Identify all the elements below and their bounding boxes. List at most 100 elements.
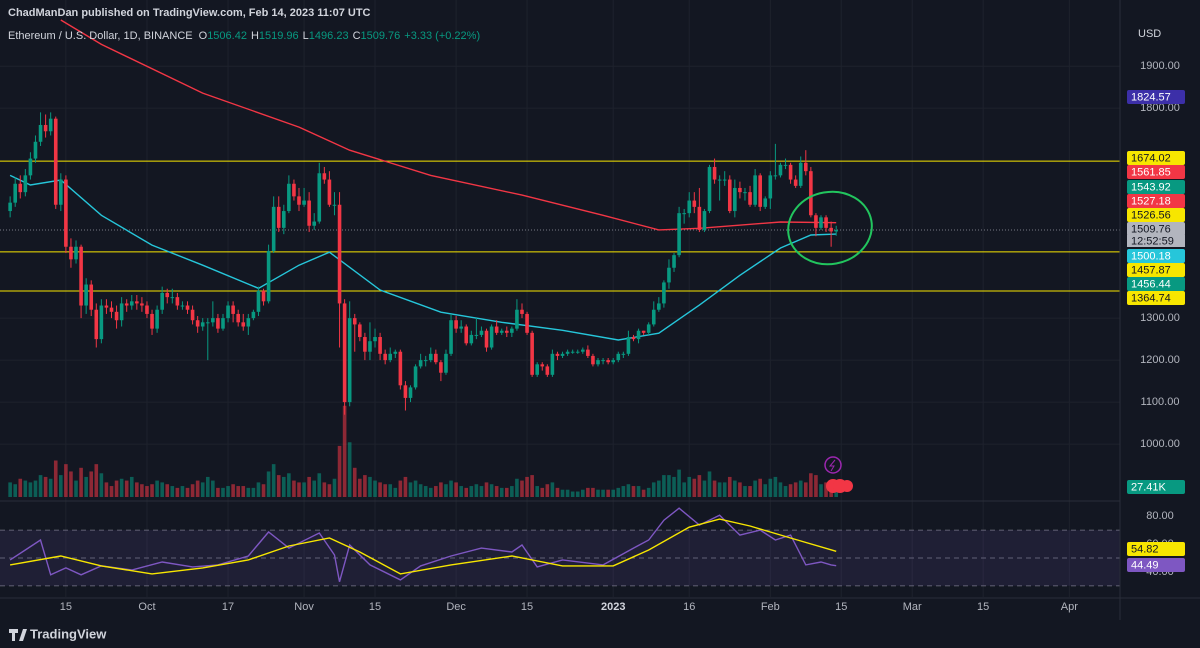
candle-body bbox=[373, 337, 377, 342]
candle-body bbox=[368, 341, 372, 352]
candle-body bbox=[23, 175, 28, 193]
volume-bar bbox=[150, 484, 154, 497]
candle-body bbox=[266, 250, 271, 302]
candle-body bbox=[733, 187, 737, 212]
candle-body bbox=[758, 175, 762, 207]
candle-body bbox=[251, 311, 256, 319]
candle-body bbox=[444, 353, 448, 373]
candle-body bbox=[241, 322, 246, 327]
candle-body bbox=[423, 360, 428, 362]
candle-body bbox=[383, 353, 387, 361]
candle-body bbox=[256, 290, 261, 312]
candle-body bbox=[504, 330, 509, 333]
volume-bar bbox=[504, 487, 509, 497]
candle-body bbox=[18, 183, 23, 193]
candle-body bbox=[160, 292, 164, 310]
candle-body bbox=[69, 246, 73, 260]
ohlc-value: 1509.76 bbox=[361, 30, 401, 42]
volume-bar bbox=[586, 487, 590, 497]
volume-bar bbox=[499, 487, 504, 497]
candle-body bbox=[195, 320, 200, 327]
volume-bar bbox=[550, 482, 555, 497]
volume-bar bbox=[322, 482, 327, 497]
x-tick-label: Mar bbox=[903, 601, 922, 613]
candle-body bbox=[702, 211, 707, 230]
candle-body bbox=[104, 305, 109, 308]
price-label-box bbox=[1127, 151, 1185, 165]
volume-bar bbox=[403, 476, 408, 497]
candle-body bbox=[190, 309, 195, 321]
volume-bar bbox=[185, 487, 190, 497]
candle-body bbox=[413, 366, 418, 388]
candle-body bbox=[489, 326, 494, 348]
candle-body bbox=[707, 166, 712, 212]
volume-bar bbox=[13, 484, 18, 497]
volume-bar bbox=[702, 480, 707, 497]
logo bbox=[9, 629, 27, 641]
volume-bar bbox=[33, 480, 38, 497]
volume-bar bbox=[428, 487, 433, 497]
candle-body bbox=[722, 179, 727, 181]
volume-bar bbox=[124, 480, 129, 497]
candle-body bbox=[135, 301, 139, 304]
volume-bar bbox=[636, 486, 641, 497]
candle-body bbox=[814, 215, 818, 228]
candle-body bbox=[307, 200, 311, 226]
candle-body bbox=[99, 305, 104, 340]
candle-body bbox=[155, 309, 159, 329]
candle-body bbox=[388, 353, 393, 361]
candle-body bbox=[499, 330, 504, 333]
volume-bar bbox=[489, 484, 494, 497]
candle-body bbox=[515, 309, 519, 329]
candle-body bbox=[287, 183, 291, 212]
price-label-box bbox=[1127, 194, 1185, 208]
price-label-box bbox=[1127, 558, 1185, 572]
volume-bar bbox=[606, 489, 610, 497]
volume-bar bbox=[64, 464, 68, 497]
volume-bar bbox=[337, 445, 342, 497]
candle-body bbox=[449, 320, 453, 354]
ohlc-key: L bbox=[303, 30, 309, 42]
candle-body bbox=[646, 324, 651, 333]
candle-body bbox=[231, 305, 235, 314]
candle-body bbox=[459, 326, 463, 329]
ohlc-key: O bbox=[199, 30, 208, 42]
volume-bar bbox=[819, 484, 823, 497]
volume-bar bbox=[591, 487, 595, 497]
x-tick-label: Feb bbox=[761, 601, 780, 613]
candle-body bbox=[28, 158, 33, 176]
line bbox=[60, 19, 837, 231]
volume-bar bbox=[484, 482, 489, 497]
annotation-circle bbox=[787, 190, 873, 266]
candle-body bbox=[226, 305, 230, 319]
volume-bar bbox=[352, 467, 357, 497]
volume-bar bbox=[743, 486, 747, 497]
volume-bar bbox=[697, 475, 702, 497]
volume-bar bbox=[707, 471, 712, 497]
volume-bar bbox=[94, 464, 99, 497]
volume-bar bbox=[89, 471, 94, 497]
candle-body bbox=[165, 292, 170, 298]
price-label-box bbox=[1127, 180, 1185, 194]
price-label-box bbox=[1127, 165, 1185, 179]
indicator-icons bbox=[824, 456, 853, 493]
price-label: 1500.18 bbox=[1131, 250, 1171, 262]
volume-bar bbox=[104, 482, 109, 497]
candle-body bbox=[773, 175, 778, 177]
candle-body bbox=[525, 313, 529, 333]
candle-body bbox=[322, 173, 327, 180]
candle-body bbox=[601, 360, 605, 362]
volume-bar bbox=[494, 486, 499, 497]
volume-bar bbox=[398, 480, 403, 497]
candle-body bbox=[687, 200, 692, 214]
candle-body bbox=[535, 364, 539, 375]
price-label-box bbox=[1127, 542, 1185, 556]
volume-bar bbox=[297, 482, 301, 497]
candle-body bbox=[581, 349, 585, 352]
x-tick-label: 16 bbox=[683, 601, 695, 613]
candle-body bbox=[464, 326, 469, 344]
volume-bar bbox=[135, 482, 139, 497]
volume-bar bbox=[525, 476, 529, 497]
volume-bar bbox=[783, 486, 788, 497]
volume-bar bbox=[271, 464, 276, 497]
